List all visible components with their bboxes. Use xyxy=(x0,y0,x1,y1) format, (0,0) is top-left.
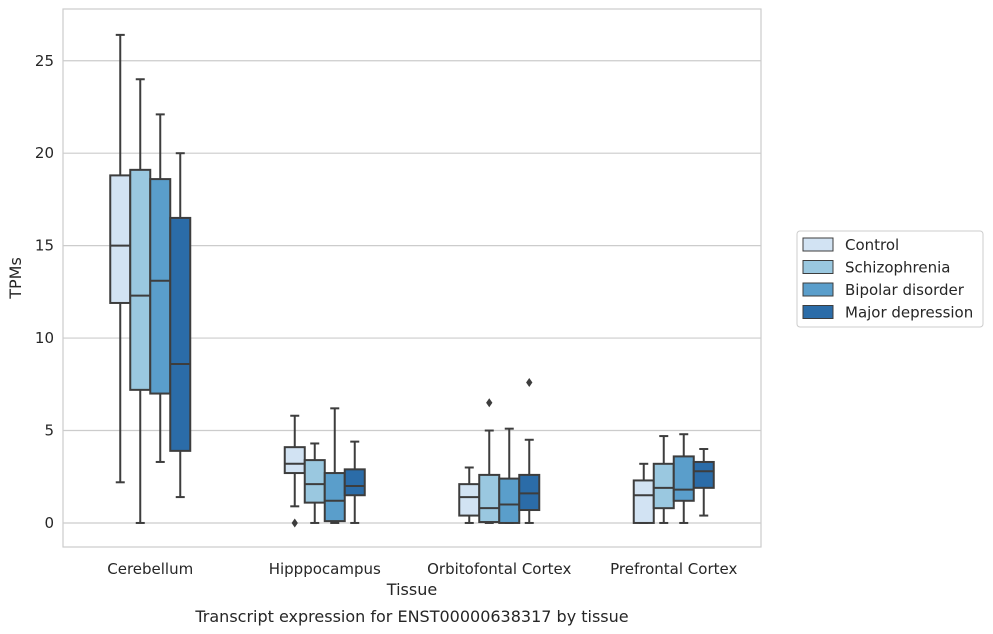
legend-swatch xyxy=(802,260,834,274)
legend-label: Schizophrenia xyxy=(845,259,950,277)
y-tick-label: 25 xyxy=(35,52,54,70)
x-tick-labels: Cerebellum Hipppocampus Orbitofontal Corte… xyxy=(107,560,737,578)
box-0-3 xyxy=(169,152,192,499)
box-iqr xyxy=(129,168,152,391)
box-iqr xyxy=(652,462,675,510)
box-3-2 xyxy=(672,433,695,524)
outlier-point xyxy=(486,398,493,408)
box-groups xyxy=(109,33,715,528)
box-iqr xyxy=(478,473,501,524)
box-iqr xyxy=(109,174,132,304)
legend-label: Control xyxy=(845,236,899,254)
box-iqr xyxy=(323,472,346,523)
box-iqr xyxy=(149,178,172,395)
box-iqr xyxy=(632,479,655,524)
box-2-2 xyxy=(498,427,521,524)
legend-label: Major depression xyxy=(845,304,973,322)
y-axis-label: TPMs xyxy=(6,257,25,300)
box-2-3 xyxy=(518,377,541,524)
y-tick-labels: 0 5 10 15 20 25 xyxy=(35,52,54,532)
box-3-0 xyxy=(632,462,655,524)
box-1-2 xyxy=(323,407,346,524)
box-0-1 xyxy=(129,78,152,524)
box-iqr xyxy=(303,459,326,504)
x-tick-label: Hipppocampus xyxy=(269,560,381,578)
chart-title: Transcript expression for ENST0000063831… xyxy=(194,607,628,626)
legend-swatch xyxy=(802,305,834,319)
box-iqr xyxy=(692,460,715,489)
y-tick-label: 5 xyxy=(44,422,54,440)
y-tick-label: 15 xyxy=(35,237,54,255)
outlier-point xyxy=(526,377,533,387)
x-tick-label: Prefrontal Cortex xyxy=(610,560,737,578)
x-tick-label: Cerebellum xyxy=(107,560,193,578)
box-iqr xyxy=(672,455,695,502)
box-iqr xyxy=(498,477,521,524)
legend-swatch xyxy=(802,237,834,252)
plot-frame xyxy=(62,8,762,548)
box-iqr xyxy=(458,483,481,517)
box-1-3 xyxy=(343,440,366,524)
legend-swatch xyxy=(802,282,834,297)
legend-label: Bipolar disorder xyxy=(845,281,965,299)
y-tick-label: 20 xyxy=(35,144,54,162)
x-tick-label: Orbitofontal Cortex xyxy=(427,560,571,578)
box-3-1 xyxy=(652,435,675,524)
legend: Control Schizophrenia Bipolar disorder Majo… xyxy=(796,230,984,328)
x-axis-label: Tissue xyxy=(386,580,437,599)
box-iqr xyxy=(343,468,366,497)
box-iqr xyxy=(169,216,192,452)
y-tick-label: 0 xyxy=(44,514,54,532)
box-3-3 xyxy=(692,448,715,517)
box-iqr xyxy=(283,446,306,475)
outlier-point xyxy=(291,518,298,528)
y-tick-label: 10 xyxy=(35,329,54,347)
box-1-0 xyxy=(283,414,306,528)
box-0-0 xyxy=(109,33,132,484)
legend-frame xyxy=(796,230,984,328)
